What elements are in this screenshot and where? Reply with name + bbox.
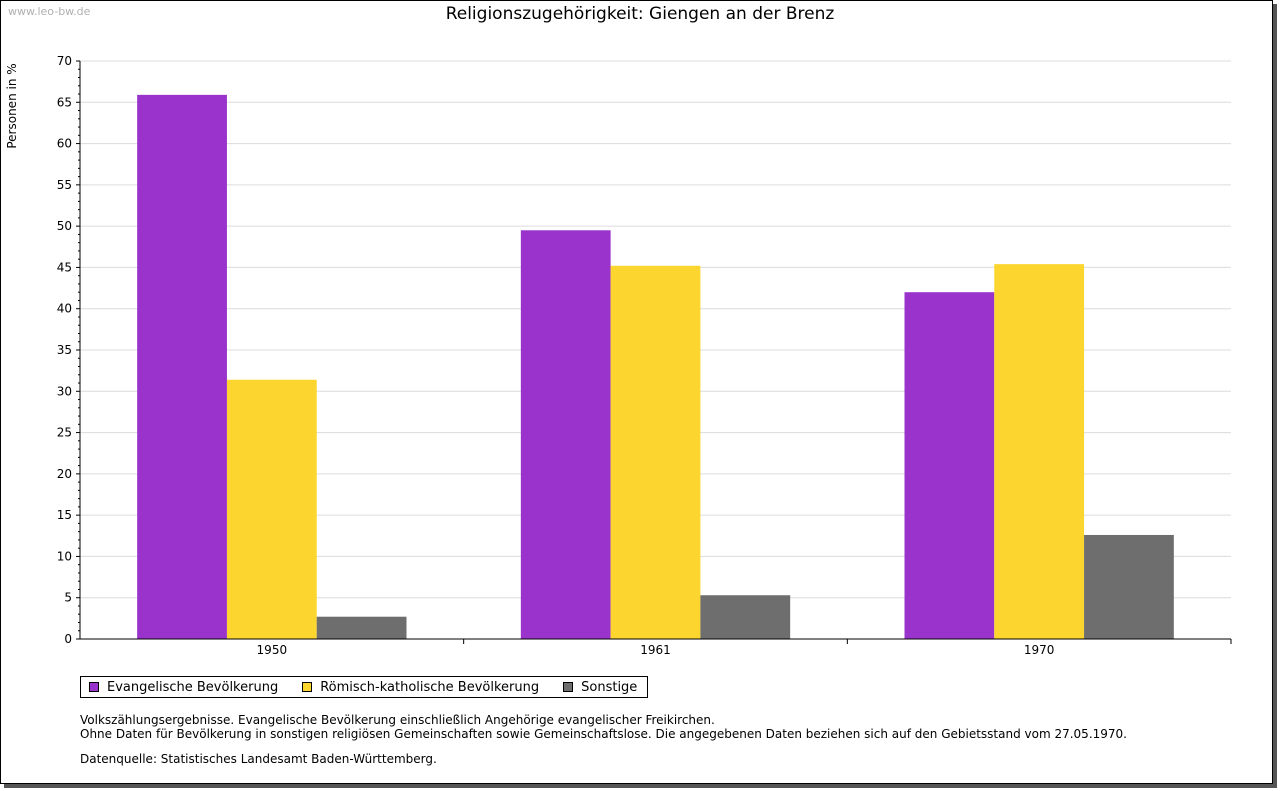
footnote-line-1: Volkszählungsergebnisse. Evangelische Be…	[80, 713, 715, 727]
y-tick-label: 55	[57, 178, 72, 192]
x-tick-label: 1970	[1024, 643, 1055, 657]
bar	[226, 379, 317, 639]
data-source: Datenquelle: Statistisches Landesamt Bad…	[80, 752, 437, 766]
bar	[994, 264, 1085, 639]
footnote-line-2: Ohne Daten für Bevölkerung in sonstigen …	[80, 727, 1127, 741]
legend-swatch	[302, 682, 313, 692]
bar	[904, 292, 995, 639]
axes: 0 5 10 15 20 25 30 35 40 45 50 55 60 65 70 1950 1961 1970	[57, 54, 1232, 657]
y-tick-label: 40	[57, 302, 72, 316]
bar	[137, 94, 227, 639]
bar	[610, 265, 701, 639]
x-tick-label: 1950	[257, 643, 288, 657]
bar	[1084, 534, 1174, 639]
footnotes: Volkszählungsergebnisse. Evangelische Be…	[80, 713, 1127, 741]
bar-chart: 0 5 10 15 20 25 30 35 40 45 50 55 60 65 70 1950 1961 1970…	[5, 54, 1232, 657]
legend-swatch	[89, 682, 99, 692]
y-tick-label: 5	[64, 591, 72, 605]
legend-label: Evangelische Bevölkerung	[107, 679, 279, 695]
bars	[137, 94, 1174, 639]
y-tick-label: 25	[57, 426, 72, 440]
legend-label: Römisch-katholische Bevölkerung	[320, 679, 540, 695]
legend-swatch	[563, 682, 574, 692]
y-tick-label: 10	[57, 549, 72, 563]
y-tick-label: 50	[57, 219, 72, 233]
x-tick-label: 1961	[640, 643, 671, 657]
bar	[700, 595, 791, 639]
y-tick-label: 35	[57, 343, 72, 357]
y-tick-label: 65	[57, 95, 72, 109]
legend-item: Römisch-katholische Bevölkerung	[302, 680, 539, 695]
legend: Evangelische Bevölkerung Römisch-katholis…	[80, 676, 649, 698]
y-tick-label: 20	[57, 467, 72, 481]
y-tick-label: 60	[57, 137, 72, 151]
y-tick-label: 30	[57, 384, 72, 398]
watermark: www.leo-bw.de	[8, 5, 91, 18]
legend-label: Sonstige	[581, 679, 638, 695]
y-tick-label: 0	[64, 632, 72, 646]
bar	[316, 616, 407, 639]
legend-item: Sonstige	[563, 680, 637, 695]
y-tick-label: 45	[57, 260, 72, 274]
legend-item: Evangelische Bevölkerung	[89, 680, 278, 695]
chart-title: Religionszugehörigkeit: Giengen an der B…	[445, 4, 835, 24]
y-tick-label: 15	[57, 508, 72, 522]
y-tick-label: 70	[57, 54, 72, 68]
y-axis-label: Personen in %	[5, 63, 19, 148]
bar	[520, 230, 611, 639]
